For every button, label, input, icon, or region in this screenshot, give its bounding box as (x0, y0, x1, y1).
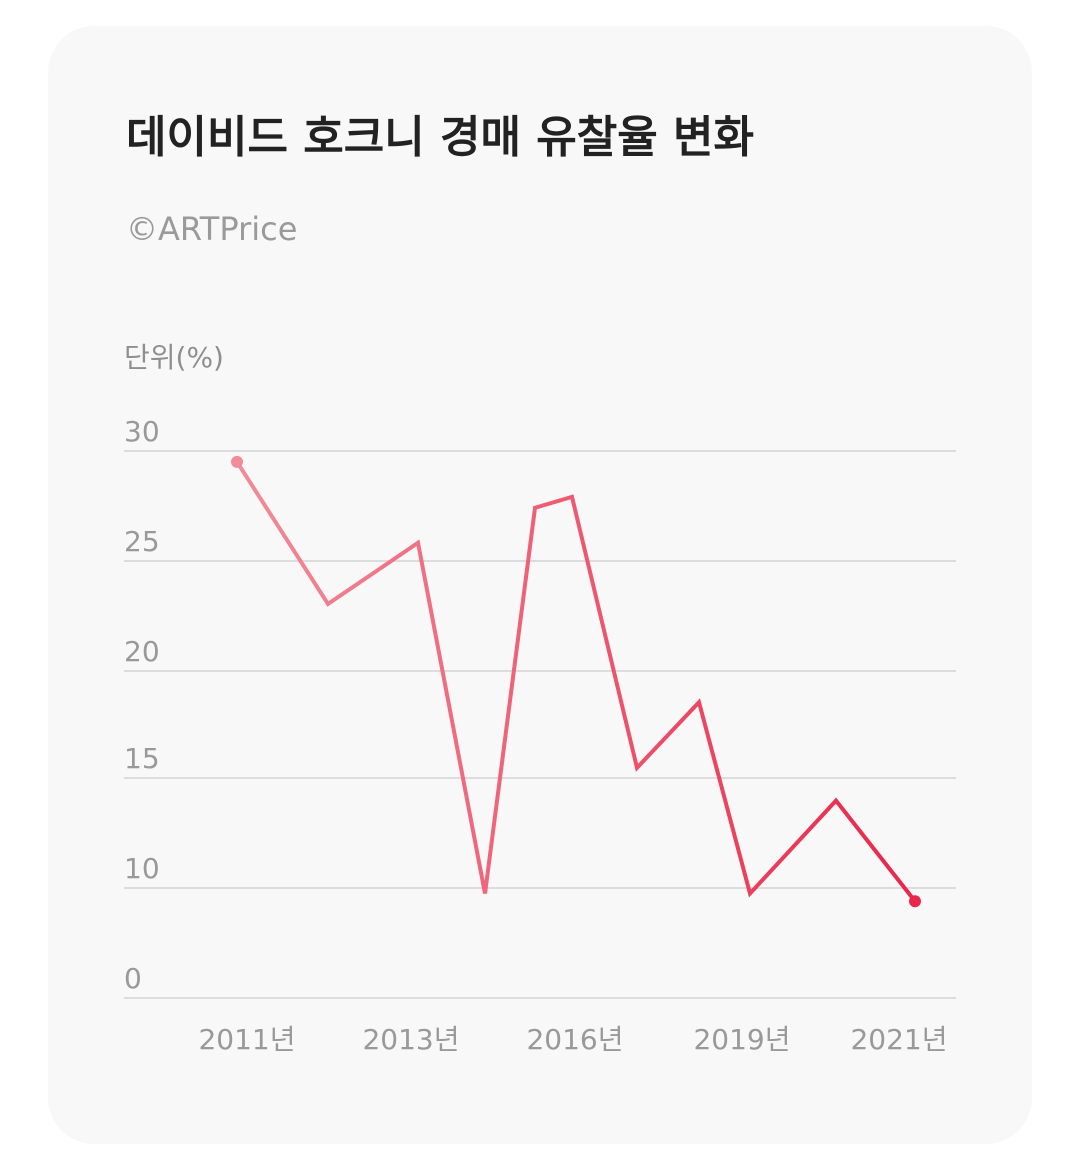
series (231, 455, 921, 908)
x-tick-label: 2011년 (198, 1023, 295, 1056)
y-axis-unit-label: 단위(%) (124, 341, 224, 374)
x-tick-label: 2013년 (362, 1023, 459, 1056)
y-tick-label: 15 (124, 742, 160, 775)
series-line (235, 460, 917, 903)
x-tick-label: 2021년 (850, 1023, 947, 1056)
x-tick-label: 2019년 (693, 1023, 790, 1056)
start-point-marker (231, 455, 243, 468)
end-point-marker (909, 895, 921, 908)
gridlines (124, 450, 956, 999)
chart-title: 데이비드 호크니 경매 유찰율 변화 (126, 112, 754, 163)
y-axis-ticks: 30 25 20 15 10 0 (124, 415, 160, 995)
y-tick-label: 25 (124, 525, 160, 558)
chart-card (48, 26, 1032, 1144)
y-tick-label: 10 (124, 852, 160, 885)
y-tick-label: 30 (124, 415, 160, 448)
source-credit: ©ARTPrice (126, 210, 298, 248)
y-tick-label: 20 (124, 635, 160, 668)
x-tick-label: 2016년 (526, 1023, 623, 1056)
y-tick-label: 0 (124, 962, 142, 995)
x-axis-ticks: 2011년 2013년 2016년 2019년 2021년 (198, 1023, 947, 1056)
